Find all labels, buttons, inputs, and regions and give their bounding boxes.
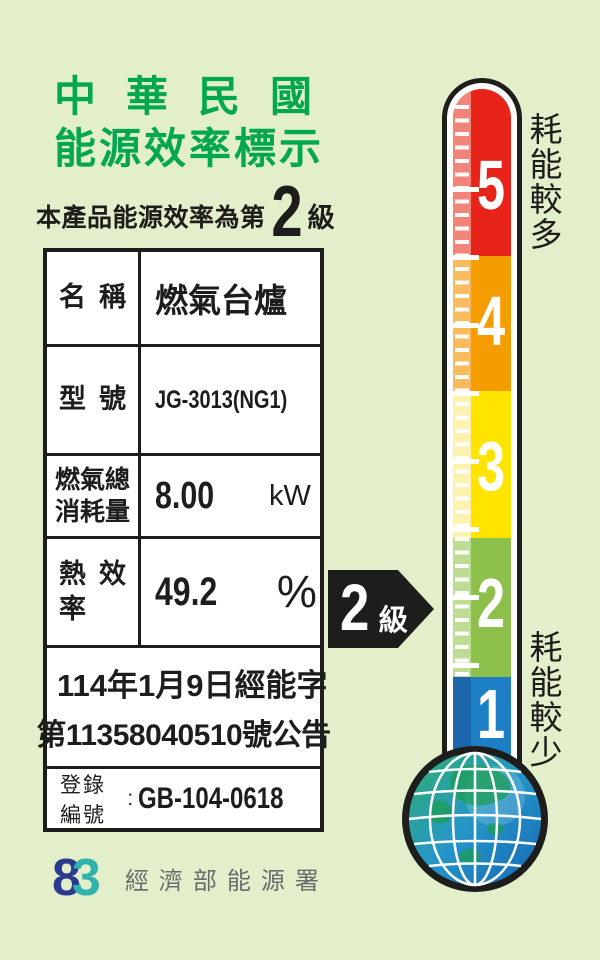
tick-long (453, 323, 479, 328)
scale-number-3: 3 (476, 427, 506, 505)
footer: 8 3 經濟部能源署 (52, 852, 329, 904)
announcement-line2: 第11358040510號公告 (36, 719, 331, 752)
announcement-line1: 114年1月9日經能字 (57, 668, 328, 703)
row-value-name: 燃氣台爐 (155, 282, 287, 319)
row-label-name: 名稱 (59, 282, 126, 313)
registration-label: 登錄編號 (60, 773, 106, 827)
tick-long (453, 391, 479, 396)
globe-graticule (408, 751, 542, 887)
energy-bureau-logo-icon: 8 (52, 849, 81, 907)
label-title-line2: 能源效率標示 (54, 125, 325, 172)
row-label-model: 型號 (59, 384, 126, 415)
thermometer: 5 4 3 2 1 (442, 78, 522, 770)
row-label-consumption-line1: 燃氣總 (55, 465, 131, 494)
table-row-announcement: 114年1月9日經能字 第11358040510號公告 (36, 645, 331, 766)
row-value-consumption: 8.00 (155, 474, 215, 517)
scale-number-4: 4 (476, 282, 506, 360)
tick-long (453, 459, 479, 464)
label-title-line1: 中華民國 (54, 73, 343, 120)
table-row-consumption: 燃氣總 消耗量 8.00 kW (47, 453, 320, 536)
grade-arrow-suffix: 級 (378, 605, 408, 637)
grade-statement-suffix: 級 (307, 203, 335, 233)
label-less-energy: 耗能較少 (525, 630, 562, 770)
registration-number: GB-104-0618 (138, 781, 284, 815)
scale-number-2: 2 (476, 564, 506, 642)
row-value-efficiency: 49.2 (155, 569, 218, 614)
agency-name: 經濟部能源署 (124, 867, 329, 895)
label-more-energy: 耗能較多 (525, 112, 562, 252)
table-row-efficiency: 熱效率 49.2 % (47, 536, 320, 645)
grade-arrow: 2 級 (328, 570, 434, 648)
row-value-model: JG-3013(NG1) (155, 385, 288, 414)
spec-table: 名稱 燃氣台爐 型號 JG-3013(NG1) 燃氣總 消耗量 8.00 kW … (36, 248, 331, 832)
tick-long (453, 255, 479, 260)
registration-colon: : (127, 786, 134, 810)
table-row-registration: 登錄編號 : GB-104-0618 (47, 766, 320, 828)
grade-statement-number: 2 (270, 171, 303, 252)
scale-number-5: 5 (476, 146, 506, 224)
grade-statement-prefix: 本產品能源效率為第 (36, 204, 266, 232)
scale-number-1: 1 (476, 675, 506, 753)
globe-icon (402, 746, 548, 892)
tick-long (453, 527, 479, 532)
table-row-model: 型號 JG-3013(NG1) (47, 344, 320, 453)
row-label-consumption-line2: 消耗量 (55, 498, 131, 526)
row-unit-consumption: kW (268, 479, 311, 512)
table-row-name: 名稱 燃氣台爐 (47, 252, 320, 344)
energy-bureau-logo-icon: 3 (71, 849, 101, 907)
row-unit-efficiency: % (276, 566, 317, 617)
grade-statement: 本產品能源效率為第 2 級 (36, 171, 335, 252)
tick-long (453, 663, 479, 668)
grade-arrow-number: 2 (340, 570, 370, 644)
row-label-efficiency: 熱效率 (59, 558, 126, 624)
tick-long (453, 595, 479, 600)
tick-long (453, 187, 479, 192)
